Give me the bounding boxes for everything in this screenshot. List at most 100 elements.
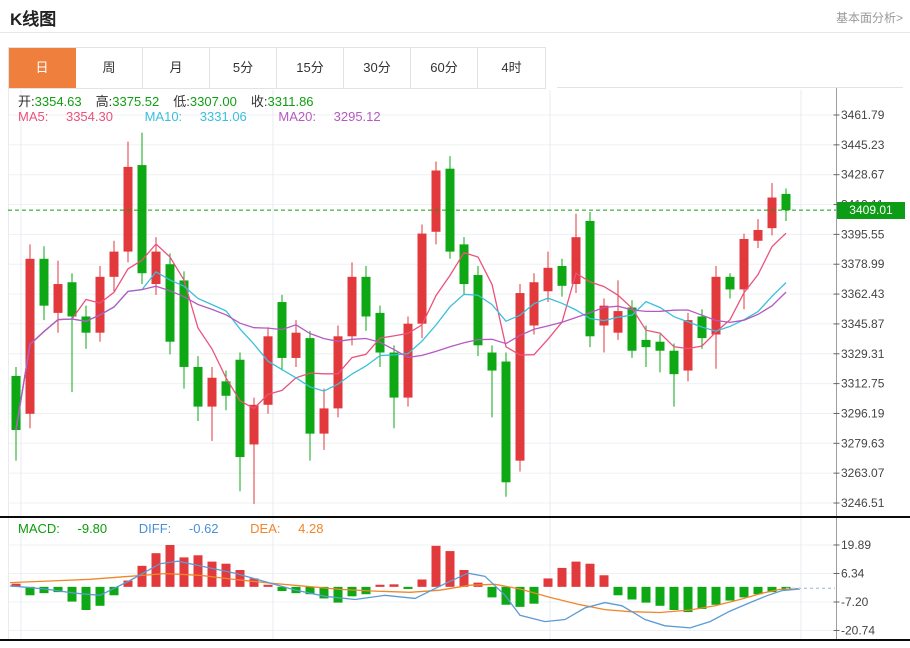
macd-bar [431,545,441,587]
low-value: 3307.00 [189,94,237,109]
candle-body [501,361,511,483]
macd-bar [697,586,707,609]
ma20-line [15,285,787,431]
ma5-readout: MA5: 3354.30 [18,109,113,124]
candle-body [515,293,525,461]
candle-body [235,359,245,458]
interval-tab-6[interactable]: 60分 [411,48,478,88]
macd-bar [459,570,469,587]
fundamental-analysis-link[interactable]: 基本面分析> [835,11,903,25]
macd-bar [67,586,77,602]
candle-body [193,366,203,407]
close-value: 3311.86 [267,94,314,109]
macd-bar [515,586,525,607]
interval-tab-5[interactable]: 30分 [344,48,411,88]
axis-tick-label: 3395.55 [841,227,885,241]
candle-body [361,276,371,317]
macd-readout: MACD: -9.80 DIFF: -0.62 DEA: 4.28 [18,521,351,536]
macd-bar [235,570,245,587]
axis-tick-label: 3378.99 [841,257,885,271]
macd-bar [95,586,105,606]
macd-bar [417,579,427,587]
tabbar-extension-line [557,87,903,88]
candle-body [109,251,119,277]
candle-body [249,404,259,445]
macd-bar [207,561,217,587]
candle-body [431,170,441,232]
candle-body [557,266,567,286]
candle-body [67,282,77,317]
candle-body [781,193,791,211]
candle-body [305,338,315,434]
macd-bar [193,555,203,587]
ohlc-readout: 开:3354.63 高:3375.52 低:3307.00 收:3311.86 [18,91,328,110]
page-title: K线图 [10,10,57,29]
candle-body [25,258,35,414]
ma-readout: MA5: 3354.30 MA10: 3331.06 MA20: 3295.12 [18,109,409,124]
candle-body [571,237,581,285]
candle-body [711,276,721,335]
macd-bar [81,586,91,611]
interval-tab-3[interactable]: 5分 [210,48,277,88]
macd-bar [333,586,343,603]
candle-body [753,229,763,241]
macd-bar [53,586,63,593]
header-divider [0,32,910,33]
interval-tab-2[interactable]: 月 [143,48,210,88]
candle-body [137,165,147,274]
macd-bar [25,586,35,596]
macd-bar [403,586,413,589]
ma10-line [15,270,787,431]
macd-bar [487,586,497,598]
candle-body [11,375,21,431]
candle-body [263,336,273,405]
macd-bar [319,586,329,599]
candle-body [767,197,777,229]
candle-body [627,307,637,351]
candle-body [207,377,217,407]
candle-body [669,350,679,375]
macd-value-readout: MACD: -9.80 [18,521,108,536]
candle-body [683,320,693,371]
axis-tick-label: 3312.75 [841,377,885,391]
macd-bar [669,586,679,611]
interval-tab-7[interactable]: 4时 [501,60,522,75]
candle-body [543,267,553,292]
axis-tick-label: 3329.31 [841,347,885,361]
macd-bar [641,586,651,603]
interval-tab-4[interactable]: 15分 [277,48,344,88]
interval-tabbar: 日周月 5分 15分 30分 60分 4时 [8,47,546,89]
macd-bar [543,578,553,587]
candle-body [221,381,231,396]
axis-tick-label: 3428.67 [841,168,885,182]
macd-bar [39,586,49,594]
candle-body [599,305,609,326]
interval-tab-1[interactable]: 周 [76,48,143,88]
diff-value-readout: DIFF: -0.62 [138,521,219,536]
macd-bar [11,583,21,587]
macd-bar [445,551,455,587]
candle-body [389,352,399,398]
ma10-readout: MA10: 3331.06 [144,109,247,124]
candle-body [151,251,161,285]
candle-body [725,276,735,290]
macd-bar [627,586,637,600]
dea-line [9,572,801,614]
close-label: 收: [250,94,268,109]
candle-body [179,280,189,367]
axis-tick-label: 3246.51 [841,496,885,510]
pane-separator-top [0,516,910,518]
candle-body [123,166,133,252]
low-label: 低: [173,94,190,109]
current-price-badge: 3409.01 [837,202,905,219]
interval-tab-0[interactable]: 日 [9,48,76,88]
macd-bar [753,586,763,595]
macd-bar [277,586,287,592]
candle-body [655,341,665,351]
macd-bar [557,567,567,587]
candle-body [403,323,413,398]
macd-bar [571,561,581,587]
macd-bar [347,586,357,597]
